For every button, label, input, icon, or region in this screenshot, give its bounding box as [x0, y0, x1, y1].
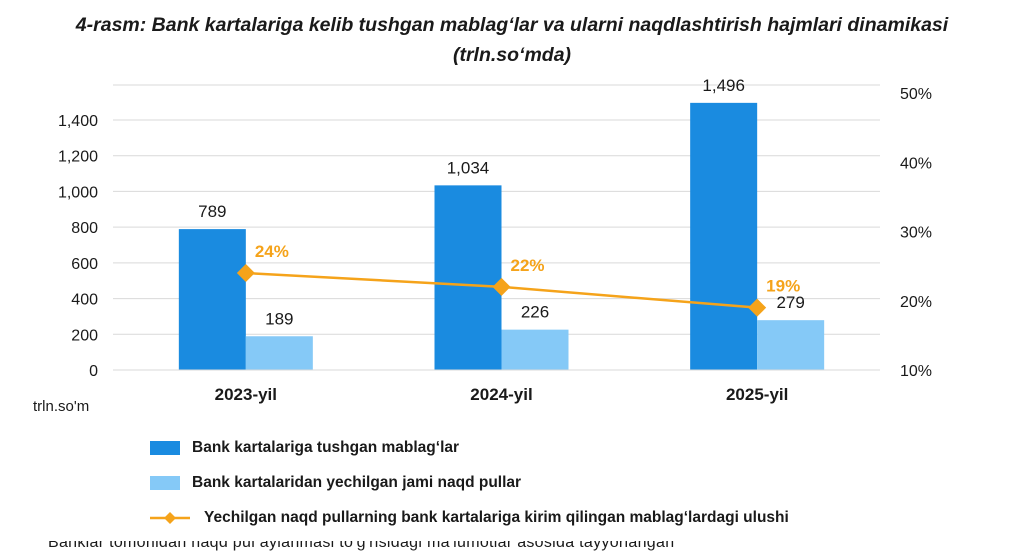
bar-cards-inflow-2023-yil [178, 229, 246, 370]
y-right-tick-0: 10% [900, 363, 932, 380]
x-tick-2023-yil: 2023-yil [215, 385, 277, 404]
y-right-tick-4: 50% [900, 86, 932, 103]
legend-label-cards-inflow: Bank kartalariga tushgan mablag‘lar [192, 438, 460, 456]
label-cards-inflow-2024-yil: 1,034 [447, 158, 490, 177]
legend-label-share: Yechilgan naqd pullarning bank kartalari… [204, 508, 789, 526]
chart-title: 4-rasm: Bank kartalariga kelib tushgan m… [0, 10, 1024, 70]
y-left-tick-7: 1,400 [58, 113, 98, 130]
label-cards-inflow-2023-yil: 789 [198, 202, 226, 221]
bottom-text-fragment: Banklar tomonidan naqd pul aylanmasi to'… [0, 541, 1024, 551]
y-left-tick-1: 200 [71, 327, 98, 344]
y-right-tick-3: 40% [900, 155, 932, 172]
legend-swatch-share [148, 511, 192, 525]
bottom-text: Banklar tomonidan naqd pul aylanmasi to'… [48, 541, 675, 551]
legend-label-cash-withdrawn: Bank kartalaridan yechilgan jami naqd pu… [192, 473, 522, 491]
bar-cards-inflow-2025-yil [690, 102, 758, 370]
title-line-2: (trln.so‘mda) [452, 44, 572, 66]
y-right-tick-1: 20% [900, 294, 932, 311]
marker-share-2024-yil [492, 277, 511, 296]
bar-cash-withdrawn-2023-yil [245, 336, 313, 370]
label-cash-withdrawn-2025-yil: 279 [776, 293, 804, 312]
y-left-tick-5: 1,000 [58, 184, 98, 201]
y-left-tick-4: 800 [71, 220, 98, 237]
label-share-2025-yil: 19% [766, 277, 800, 296]
y-left-tick-0: 0 [89, 363, 98, 380]
marker-share-2025-yil [748, 298, 767, 317]
bar-cards-inflow-2024-yil [434, 185, 502, 370]
label-cash-withdrawn-2023-yil: 189 [265, 309, 293, 328]
label-share-2024-yil: 22% [511, 256, 545, 275]
title-line-1: 4-rasm: Bank kartalariga kelib tushgan m… [75, 14, 949, 36]
legend-item-cash-withdrawn: Bank kartalaridan yechilgan jami naqd pu… [150, 465, 789, 500]
legend-item-share: Yechilgan naqd pullarning bank kartalari… [150, 500, 789, 535]
unit-label: trln.so'm [33, 398, 90, 415]
legend-item-cards-inflow: Bank kartalariga tushgan mablag‘lar [150, 430, 789, 465]
label-share-2023-yil: 24% [255, 242, 289, 261]
legend-swatch-cash-withdrawn [150, 475, 180, 490]
x-tick-2025-yil: 2025-yil [726, 385, 788, 404]
bar-cash-withdrawn-2025-yil [757, 320, 825, 370]
x-tick-2024-yil: 2024-yil [470, 385, 532, 404]
bar-cash-withdrawn-2024-yil [501, 329, 569, 370]
y-right-tick-2: 30% [900, 225, 932, 242]
marker-share-2023-yil [236, 264, 255, 283]
legend: Bank kartalariga tushgan mablag‘lar Bank… [150, 430, 789, 535]
legend-swatch-cards-inflow [150, 440, 180, 455]
label-cards-inflow-2025-yil: 1,496 [702, 76, 745, 95]
label-cash-withdrawn-2024-yil: 226 [521, 303, 549, 322]
y-left-tick-2: 400 [71, 292, 98, 309]
y-left-tick-3: 600 [71, 256, 98, 273]
y-left-tick-6: 1,200 [58, 149, 98, 166]
